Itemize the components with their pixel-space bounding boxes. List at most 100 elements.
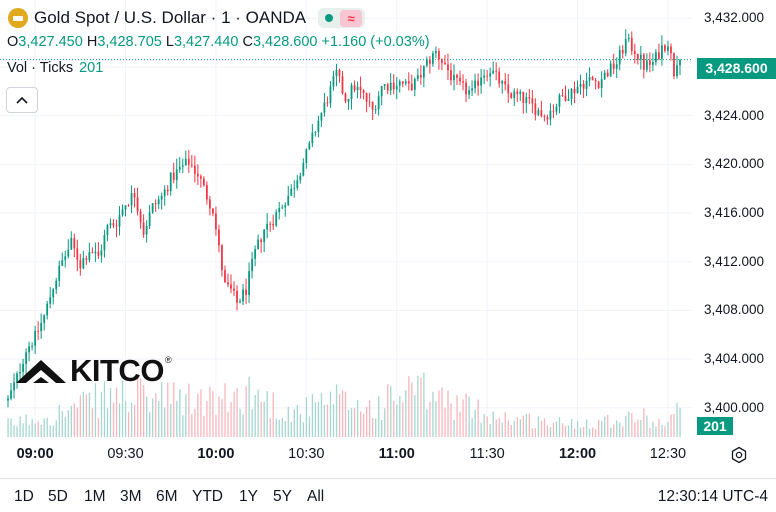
- timeframe-all-button[interactable]: All: [307, 488, 325, 505]
- candle-body: [112, 223, 115, 226]
- volume-bar: [570, 418, 573, 437]
- candle-body: [172, 172, 175, 181]
- volume-bar: [344, 391, 347, 437]
- candle-body: [441, 59, 443, 63]
- volume-bar: [146, 396, 148, 437]
- timeframe-3m-button[interactable]: 3M: [120, 488, 142, 505]
- symbol-legend[interactable]: Gold Spot / U.S. Dollar · 1 · OANDA ≈: [8, 7, 366, 29]
- candle-body: [368, 101, 371, 103]
- timeframe-1y-button[interactable]: 1Y: [239, 488, 258, 505]
- candle-body: [425, 59, 428, 66]
- volume-bar: [76, 407, 79, 437]
- timeframe-6m-button[interactable]: 6M: [156, 488, 178, 505]
- volume-bar: [320, 393, 323, 437]
- volume-bar: [356, 399, 359, 437]
- candle-body: [615, 64, 618, 69]
- volume-bar: [543, 418, 546, 437]
- volume-bar: [450, 403, 452, 437]
- candle-body: [498, 71, 501, 84]
- price-chart[interactable]: [0, 0, 776, 478]
- volume-bar: [613, 424, 615, 437]
- volume-bar: [516, 417, 518, 437]
- volume-bar: [58, 404, 60, 437]
- clock-timezone[interactable]: 12:30:14 UTC-4: [657, 488, 768, 505]
- volume-bar: [254, 395, 256, 437]
- timeframe-ytd-button[interactable]: YTD: [192, 488, 223, 505]
- volume-bar: [420, 377, 422, 437]
- volume-bar: [558, 417, 561, 437]
- candle-body: [543, 116, 546, 118]
- candle-body: [546, 117, 549, 120]
- candle-body: [410, 83, 413, 90]
- volume-bar: [679, 408, 681, 437]
- volume-bar: [619, 422, 621, 437]
- candle-body: [251, 258, 253, 272]
- candle-body: [205, 185, 208, 200]
- candle-body: [293, 187, 296, 189]
- volume-bar: [179, 389, 181, 437]
- candle-body: [130, 193, 133, 206]
- volume-bar: [266, 391, 268, 437]
- volume-bar: [664, 426, 666, 437]
- candle-body: [567, 98, 570, 101]
- candle-body: [359, 86, 362, 91]
- volume-legend[interactable]: Vol · Ticks 201: [7, 60, 103, 76]
- volume-bar: [139, 378, 142, 437]
- volume-bar: [384, 408, 386, 437]
- market-status-badge[interactable]: ≈: [318, 8, 366, 28]
- volume-bars: [7, 372, 681, 437]
- candle-body: [257, 239, 260, 250]
- candle-body: [534, 103, 537, 116]
- volume-bar: [257, 389, 259, 437]
- candle-body: [160, 195, 163, 200]
- volume-bar: [453, 419, 455, 437]
- time-tick-label: 11:00: [378, 446, 415, 462]
- volume-bar: [598, 419, 600, 437]
- candle-body: [115, 225, 118, 227]
- candle-body: [667, 46, 669, 51]
- timeframe-5y-button[interactable]: 5Y: [273, 488, 292, 505]
- chart-grid: [0, 0, 692, 437]
- volume-bar: [504, 412, 506, 437]
- volume-bar: [182, 415, 184, 437]
- volume-bar: [381, 419, 383, 437]
- collapse-legend-button[interactable]: [6, 87, 38, 113]
- timeframe-1d-button[interactable]: 1D: [14, 488, 34, 505]
- volume-bar: [152, 398, 154, 437]
- volume-bar: [649, 427, 651, 437]
- volume-bar: [91, 408, 94, 437]
- candle-body: [326, 102, 329, 104]
- candle-body: [380, 85, 383, 97]
- volume-bar: [477, 399, 479, 437]
- candle-body: [630, 37, 633, 52]
- candle-body: [450, 70, 452, 81]
- candle-body: [109, 223, 112, 226]
- candle-body: [486, 75, 489, 77]
- volume-bar: [417, 375, 419, 437]
- candle-body: [272, 223, 275, 226]
- volume-bar: [393, 400, 395, 437]
- candle-body: [371, 101, 374, 110]
- candle-body: [332, 76, 335, 87]
- timeframe-5d-button[interactable]: 5D: [48, 488, 68, 505]
- candle-body: [299, 175, 302, 181]
- candle-body: [516, 91, 519, 95]
- timeframe-1m-button[interactable]: 1M: [84, 488, 106, 505]
- candle-body: [398, 81, 401, 86]
- candle-body: [350, 85, 353, 99]
- candles: [7, 29, 681, 408]
- candle-body: [492, 70, 495, 74]
- settings-icon[interactable]: [730, 446, 748, 464]
- candle-body: [82, 258, 85, 269]
- candle-body: [679, 59, 681, 66]
- candle-body: [260, 239, 263, 243]
- candle-body: [531, 98, 534, 104]
- candle-body: [85, 258, 88, 260]
- candle-body: [61, 260, 64, 266]
- candle-body: [579, 83, 582, 87]
- candle-body: [329, 86, 332, 104]
- volume-bar: [447, 390, 449, 437]
- candle-body: [564, 95, 567, 101]
- candle-body: [142, 222, 145, 235]
- candle-body: [88, 252, 91, 260]
